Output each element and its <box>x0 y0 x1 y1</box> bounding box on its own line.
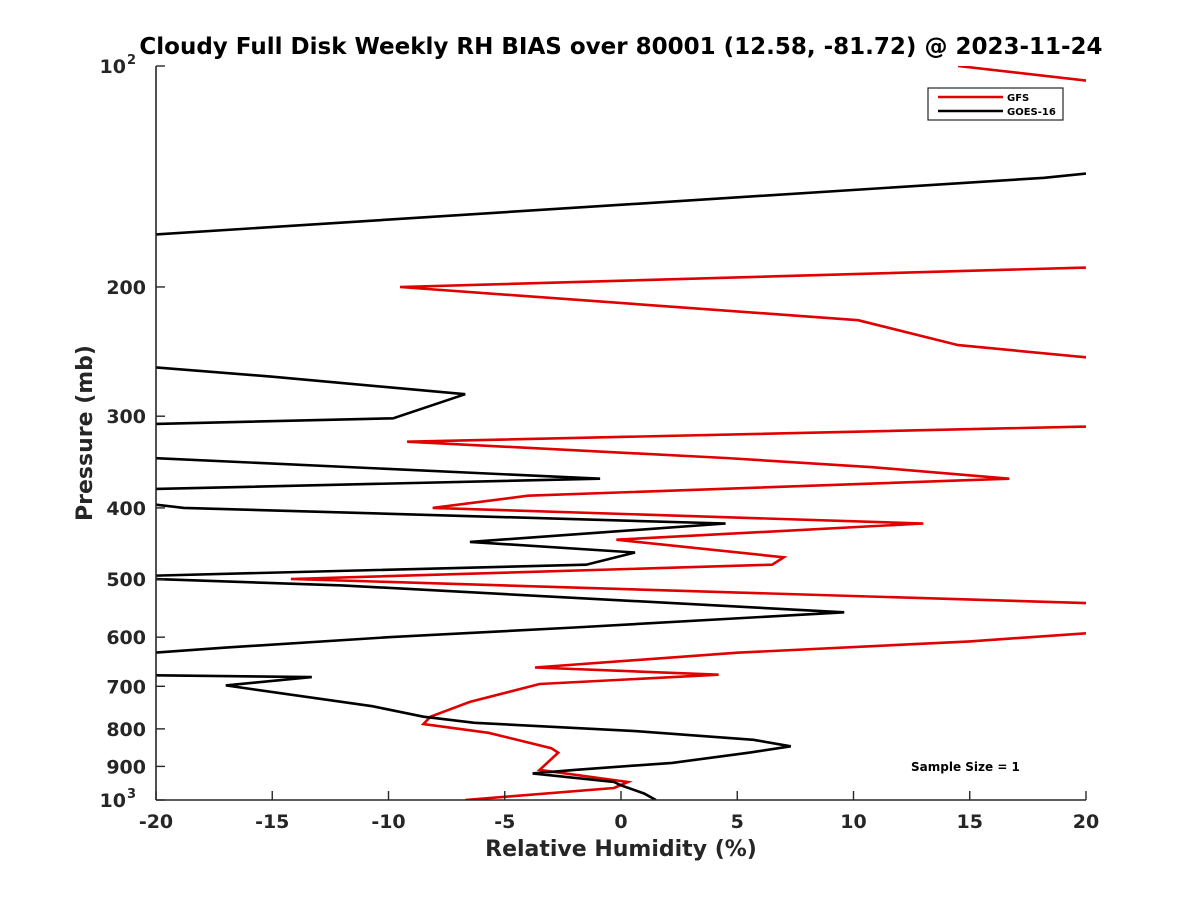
legend-label-goes16: GOES-16 <box>1007 107 1056 118</box>
x-ticks: -20 -15 -10 -5 0 5 10 15 20 <box>139 791 1099 833</box>
legend-label-gfs: GFS <box>1007 93 1029 104</box>
chart-title: Cloudy Full Disk Weekly RH BIAS over 800… <box>139 34 1102 60</box>
x-tick-label: 20 <box>1073 811 1099 833</box>
y-tick-exponent: 3 <box>127 787 136 802</box>
y-tick-label: 600 <box>106 627 146 649</box>
series-line-goes16 <box>156 172 1086 800</box>
legend: GFS GOES-16 <box>927 87 1064 121</box>
y-axis-label: Pressure (mb) <box>73 345 98 521</box>
x-tick-label: 15 <box>957 811 983 833</box>
y-tick-label: 900 <box>106 756 146 778</box>
y-tick-label: 10 <box>100 56 126 78</box>
x-tick-label: -20 <box>139 811 173 833</box>
y-tick-exponent: 2 <box>127 53 136 68</box>
x-tick-label: -5 <box>494 811 515 833</box>
series-line-gfs <box>290 66 1086 800</box>
y-tick-label: 300 <box>106 406 146 428</box>
x-axis-label: Relative Humidity (%) <box>485 837 757 862</box>
y-tick-label: 500 <box>106 569 146 591</box>
sample-size-annotation: Sample Size = 1 <box>911 760 1020 774</box>
y-tick-label: 400 <box>106 498 146 520</box>
y-tick-label: 700 <box>106 676 146 698</box>
x-tick-label: 0 <box>614 811 627 833</box>
series-layer <box>156 66 1086 800</box>
y-tick-label: 10 <box>100 790 126 812</box>
axes <box>155 66 1086 801</box>
x-tick-label: 5 <box>731 811 744 833</box>
y-tick-label: 200 <box>106 277 146 299</box>
x-tick-label: -10 <box>371 811 405 833</box>
x-tick-label: 10 <box>840 811 866 833</box>
y-tick-label: 800 <box>106 719 146 741</box>
legend-box <box>927 87 1064 121</box>
x-tick-label: -15 <box>255 811 289 833</box>
